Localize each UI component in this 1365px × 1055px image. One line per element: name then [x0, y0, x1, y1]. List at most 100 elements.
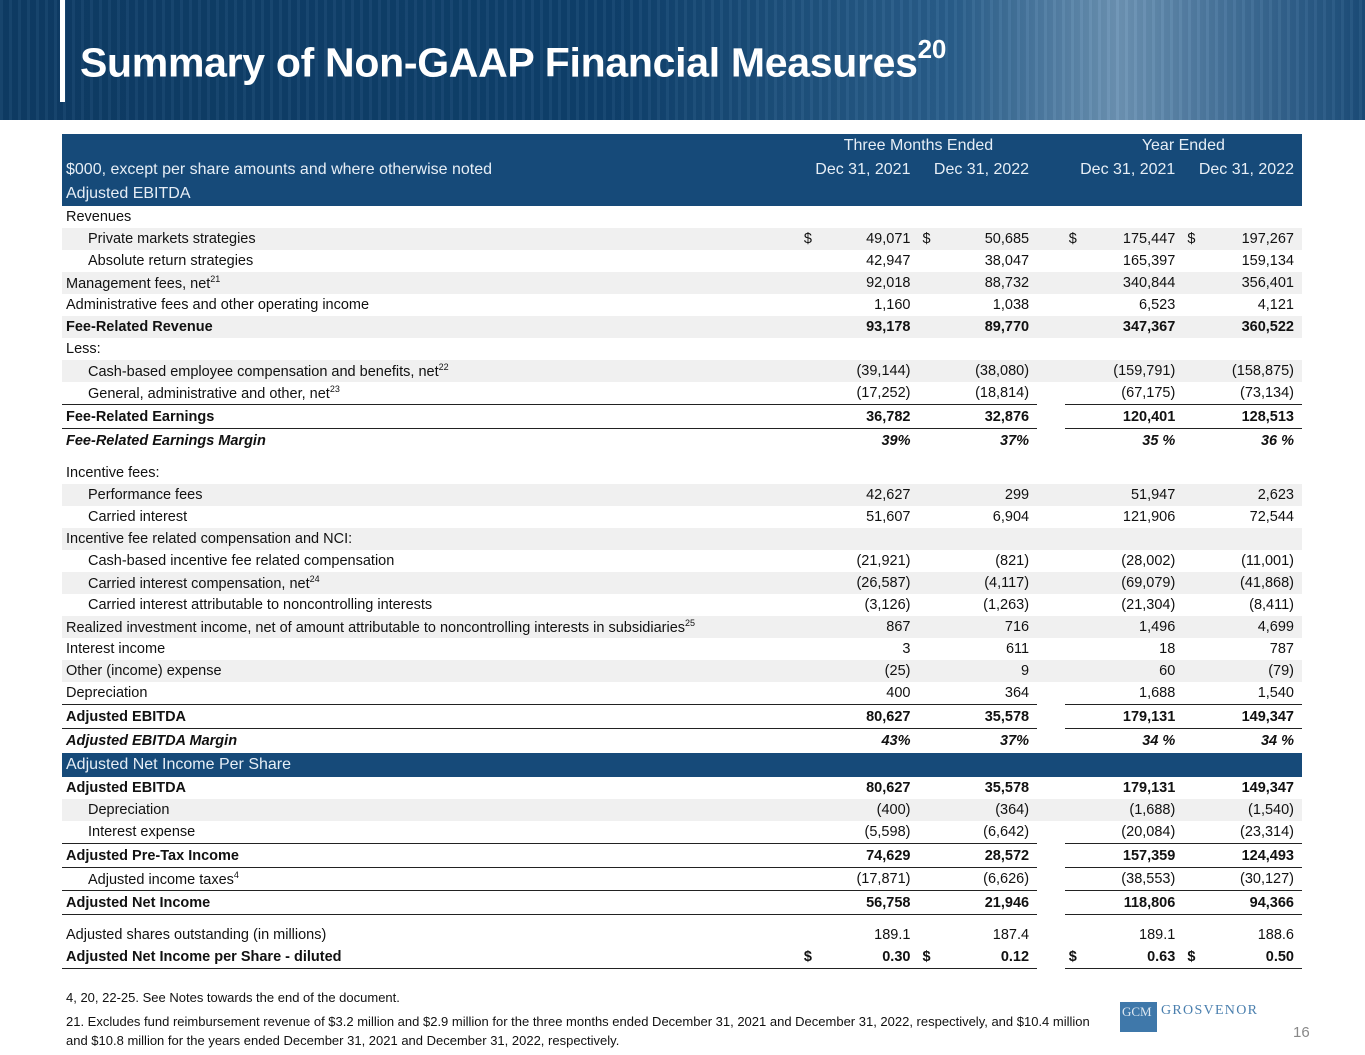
value-cell: 121,906: [1122, 509, 1176, 525]
table-row: Depreciation (400) (364) (1,688) (1,540): [62, 799, 1302, 821]
column-gap: [1037, 844, 1065, 868]
column-gap: [1037, 572, 1065, 594]
value-cell: [1213, 206, 1302, 228]
row-label: Adjusted EBITDA: [62, 777, 800, 799]
value-cell: 28,572: [947, 843, 1038, 868]
currency-cell: [918, 382, 947, 405]
value-cell: (159,791): [1094, 360, 1184, 382]
row-label: Adjusted EBITDA Margin: [62, 729, 800, 754]
column-gap: [1037, 594, 1065, 616]
currency-cell: [1064, 704, 1095, 729]
title-footnote: 20: [917, 34, 947, 64]
value-cell: 92,018: [829, 272, 919, 294]
value-cell: 1,496: [1094, 616, 1184, 638]
group-three-months: Three Months Ended: [799, 134, 1038, 158]
table-row: Fee-Related Revenue 93,178 89,770 347,367 36…: [62, 316, 1302, 338]
currency-cell: [800, 682, 829, 705]
currency-cell: [1065, 777, 1094, 799]
value-cell: [948, 338, 1037, 360]
currency-cell: [918, 915, 947, 947]
currency-cell: [918, 404, 948, 429]
row-label-text: Administrative fees and other operating …: [66, 297, 370, 313]
value-cell: 0.50: [1212, 946, 1302, 969]
page-title: Summary of Non-GAAP Financial Measures20: [80, 34, 946, 87]
currency-cell: [918, 294, 947, 316]
currency-cell: [799, 484, 830, 506]
value-cell: 18: [1159, 641, 1176, 657]
currency-cell: [800, 506, 829, 528]
header-groups: Three Months Ended Year Ended: [62, 134, 1302, 158]
table-row: General, administrative and other, net23…: [62, 382, 1302, 405]
currency-cell: [800, 429, 829, 454]
company-logo: GCM GROSVENOR: [1120, 1002, 1258, 1032]
table-row: Absolute return strategies 42,947 38,047 16…: [62, 250, 1302, 272]
title-text: Summary of Non-GAAP Financial Measures: [80, 39, 918, 86]
currency-cell: [1064, 528, 1095, 550]
footnote-ref: 22: [438, 362, 449, 373]
value-cell: [829, 453, 918, 484]
currency-cell: [1183, 890, 1213, 915]
row-label-text: Fee-Related Revenue: [66, 319, 213, 335]
value-cell: (400): [829, 799, 919, 821]
value-cell: 0.63: [1094, 946, 1184, 969]
column-gap: [1037, 250, 1065, 272]
value-cell: 37%: [1000, 733, 1030, 749]
currency-cell: $: [1064, 228, 1095, 250]
footnote-ref: 21: [210, 274, 221, 285]
row-label: Carried interest: [62, 506, 800, 528]
row-label: Realized investment income, net of amoun…: [62, 616, 800, 638]
currency-cell: [918, 429, 947, 454]
currency-cell: [1065, 638, 1094, 660]
value-cell: (69,079): [1094, 572, 1184, 594]
logo-mark: GCM: [1120, 1002, 1157, 1032]
currency-cell: [800, 550, 829, 572]
currency-cell: [799, 572, 830, 594]
currency-cell: [800, 868, 829, 891]
currency-cell: $: [918, 946, 948, 969]
value-cell: 21,946: [947, 890, 1038, 915]
currency-cell: [918, 572, 948, 594]
table-row: Cash-based incentive fee related compens…: [62, 550, 1302, 572]
currency-cell: [1183, 506, 1212, 528]
currency-cell: [918, 506, 947, 528]
currency-cell: [1183, 250, 1212, 272]
value-cell: (4,117): [947, 572, 1038, 594]
value-cell: 50,685: [947, 228, 1038, 250]
currency-cell: [918, 316, 948, 338]
row-label-text: Adjusted EBITDA: [66, 708, 187, 725]
value-cell: 89,770: [947, 316, 1038, 338]
row-label: Management fees, net21: [62, 272, 800, 294]
value-cell: 0.30: [829, 946, 919, 969]
column-gap: [1037, 272, 1065, 294]
value-cell: (6,626): [983, 871, 1030, 887]
value-cell: (21,304): [1121, 597, 1176, 613]
value-cell: [1213, 338, 1302, 360]
page-number: 16: [1293, 1024, 1310, 1041]
value-cell: 120,401: [1094, 404, 1184, 429]
currency-cell: [918, 338, 947, 360]
currency-cell: [1064, 572, 1095, 594]
currency-cell: [800, 206, 829, 228]
value-cell: 189.1: [874, 927, 911, 943]
currency-cell: [918, 821, 947, 844]
currency-cell: $: [799, 946, 830, 969]
value-cell: 60: [1094, 660, 1184, 682]
value-cell: (79): [1212, 660, 1302, 682]
table-row: Carried interest 51,607 6,904 121,906 72,544: [62, 506, 1302, 528]
currency-cell: [800, 294, 829, 316]
value-cell: 6,904: [992, 509, 1030, 525]
value-cell: 347,367: [1094, 316, 1184, 338]
row-label: Interest expense: [62, 821, 800, 844]
row-label: General, administrative and other, net23: [62, 382, 800, 405]
row-label: Adjusted EBITDA: [62, 704, 800, 729]
value-cell: 1,038: [992, 297, 1030, 313]
value-cell: [829, 338, 918, 360]
value-cell: (5,598): [864, 824, 911, 840]
currency-cell: [1065, 594, 1094, 616]
value-cell: 32,876: [947, 404, 1038, 429]
value-cell: 4,121: [1257, 297, 1294, 313]
footnotes: 4, 20, 22-25. See Notes towards the end …: [66, 988, 1106, 1055]
value-cell: [947, 528, 1038, 550]
currency-cell: [1183, 843, 1213, 868]
value-cell: (8,411): [1249, 597, 1294, 613]
